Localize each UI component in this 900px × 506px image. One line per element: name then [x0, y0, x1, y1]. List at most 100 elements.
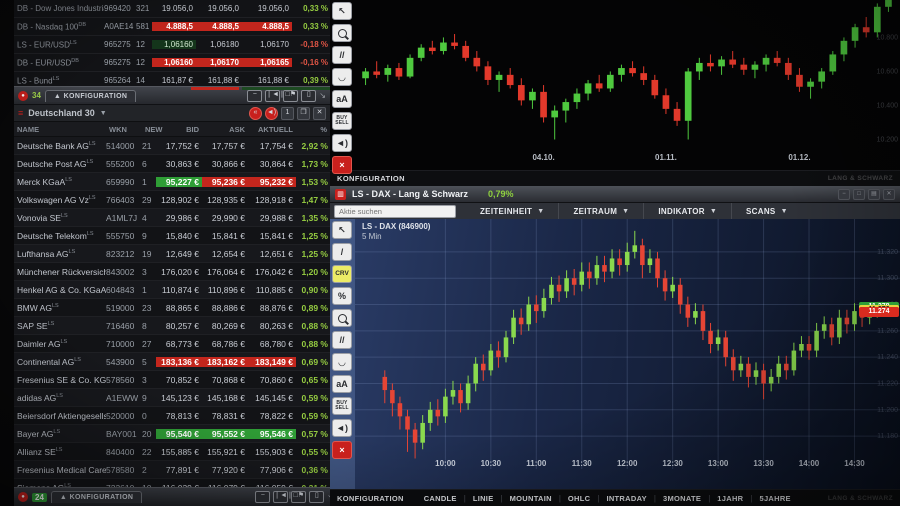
- watchlist-row[interactable]: Fresenius SE & Co. KGaA578560 3 70,852 € 70…: [14, 371, 330, 389]
- wkn-cell: 965264: [104, 76, 131, 85]
- watchlist-row[interactable]: Deutsche TelekomLS 555750 9 15,840 € 15,841 …: [14, 227, 330, 245]
- menu-scans[interactable]: SCANS ▼: [731, 203, 802, 220]
- zoom-tool[interactable]: [332, 24, 352, 42]
- menu-zeiteinheit[interactable]: ZEITEINHEIT ▼: [466, 203, 558, 220]
- curve-tool[interactable]: ◡: [332, 353, 352, 371]
- wkn-cell: 520000: [106, 410, 135, 421]
- column-header-wkn[interactable]: WKN: [109, 124, 127, 134]
- tab-konfiguration[interactable]: ▲ KONFIGURATION: [44, 89, 137, 102]
- watchlist-row[interactable]: Deutsche Bank AGLS 514000 21 17,752 € 17,757…: [14, 137, 330, 155]
- watchlist-row[interactable]: Fresenius Medical Care A 578580 2 77,891 € 7…: [14, 461, 330, 479]
- konfiguration-button[interactable]: KONFIGURATION: [337, 493, 404, 503]
- maximize-button[interactable]: □: [853, 188, 865, 200]
- close-tool[interactable]: ×: [332, 441, 352, 459]
- tab-konfiguration-bottom[interactable]: ▲ KONFIGURATION: [50, 491, 143, 503]
- bid-cell: 110,874 €: [161, 284, 199, 295]
- close-button[interactable]: ✕: [883, 188, 895, 200]
- konfiguration-label[interactable]: KONFIGURATION: [337, 174, 405, 183]
- text-tool[interactable]: aA: [332, 375, 352, 393]
- watchlist-row[interactable]: adidas AGLS A1EWW 9 145,123 € 145,168 € 145,1…: [14, 389, 330, 407]
- parallel-lines-tool[interactable]: //: [332, 331, 352, 349]
- column-header-ask[interactable]: ASK: [229, 124, 245, 134]
- rewind-icon[interactable]: «: [249, 106, 262, 120]
- menu-zeitraum[interactable]: ZEITRAUM ▼: [558, 203, 643, 220]
- footer-item-intraday[interactable]: INTRADAY: [606, 493, 647, 503]
- watchlist-row[interactable]: Merck KGaALS 659990 1 95,227 €95,236 €95,23…: [14, 173, 330, 191]
- count-cell: 321: [136, 4, 150, 13]
- watchlist-row[interactable]: BMW AGLS 519000 23 88,865 € 88,886 € 88,876 €…: [14, 299, 330, 317]
- ticker-row[interactable]: DB - Nasdaq 100DB A0AE14 581 4.888,5 4.888,5…: [14, 18, 330, 36]
- menu-icon[interactable]: ≡: [18, 108, 24, 118]
- watchlist-row[interactable]: Continental AGLS 543900 5 183,136 €183,162 …: [14, 353, 330, 371]
- flag-window-button[interactable]: □⚑: [283, 89, 299, 102]
- watchlist-row[interactable]: Münchener Rückversiche 843002 3 176,020 € 17…: [14, 263, 330, 281]
- ticker-row[interactable]: DB - EUR/USDDB 965275 12 1,06160 1,06170 1,06…: [14, 54, 330, 72]
- resize-icon[interactable]: ↘: [319, 91, 326, 100]
- footer-item-linie[interactable]: LINIE: [472, 493, 494, 503]
- daily-chart-toolbar: ↖ // ◡ aA BUY SELL ◄) ×: [332, 2, 352, 174]
- crv-tool[interactable]: CRV: [332, 265, 352, 283]
- sound-tool[interactable]: ◄): [332, 134, 352, 152]
- window-button[interactable]: ❐: [297, 106, 310, 120]
- minimize-button[interactable]: −: [247, 89, 263, 102]
- cursor-tool[interactable]: ↖: [332, 2, 352, 20]
- count-cell: 23: [142, 302, 152, 313]
- column-header-pct[interactable]: %: [320, 124, 327, 134]
- watchlist-row[interactable]: Deutsche Post AGLS 555200 6 30,863 € 30,866 …: [14, 155, 330, 173]
- watchlist-row[interactable]: Allianz SELS 840400 22 155,885 € 155,921 € 15…: [14, 443, 330, 461]
- menu-indikator[interactable]: INDIKATOR ▼: [643, 203, 731, 220]
- close-tool[interactable]: ×: [332, 156, 352, 174]
- buy-sell-tool[interactable]: BUY SELL: [332, 397, 352, 415]
- text-tool[interactable]: aA: [332, 90, 352, 108]
- buy-sell-tool[interactable]: BUY SELL: [332, 112, 352, 130]
- footer-item-5jahre[interactable]: 5JAHRE: [759, 493, 791, 503]
- column-header-name[interactable]: NAME: [17, 124, 40, 134]
- cursor-plus-tool[interactable]: ↖: [332, 221, 352, 239]
- watchlist-row[interactable]: SAP SELS 716460 8 80,257 € 80,269 € 80,263 € 0…: [14, 317, 330, 335]
- watchlist-row[interactable]: Beiersdorf Aktiengesellsc 520000 0 78,813 €…: [14, 407, 330, 425]
- exchange-superscript: LS: [69, 39, 77, 46]
- restore-button[interactable]: ▯: [309, 491, 325, 503]
- footer-item-candle[interactable]: CANDLE: [423, 493, 457, 503]
- percent-tool[interactable]: %: [332, 287, 352, 305]
- curve-tool[interactable]: ◡: [332, 68, 352, 86]
- watchlist-row[interactable]: Vonovia SELS A1ML7J 4 29,986 € 29,990 € 29,98…: [14, 209, 330, 227]
- settings-button[interactable]: ▤: [868, 188, 880, 200]
- column-header-bid[interactable]: BID: [186, 124, 199, 134]
- zoom-tool[interactable]: [332, 309, 352, 327]
- index-selector[interactable]: Deutschland 30: [28, 108, 95, 118]
- footer-item-mountain[interactable]: MOUNTAIN: [509, 493, 552, 503]
- page-1-button[interactable]: 1: [281, 106, 294, 120]
- intraday-chart-region[interactable]: LS - DAX (846900) 5 Min ↖ / CRV% // ◡ aA BUY SE…: [330, 219, 900, 490]
- sound-tool[interactable]: ◄): [332, 419, 352, 437]
- daily-chart-plot[interactable]: 10.800 10.600 10.400 10.200 04.10. 01.11. 01.1…: [356, 0, 900, 170]
- count-cell: 9: [142, 230, 147, 241]
- sound-icon[interactable]: ◄): [265, 106, 278, 120]
- flag-window-button[interactable]: □⚑: [291, 491, 307, 503]
- column-header-new[interactable]: NEW: [145, 124, 163, 134]
- intraday-chart-plot[interactable]: 11.32011.30011.28011.26011.24011.22011.2…: [355, 219, 900, 490]
- footer-item-3monate[interactable]: 3MONATE: [663, 493, 702, 503]
- watchlist-row[interactable]: Bayer AGLS BAY001 20 95,540 €95,552 €95,546…: [14, 425, 330, 443]
- close-button[interactable]: ✕: [313, 106, 326, 120]
- watchlist-row[interactable]: Volkswagen AG VzLS 766403 29 128,902 € 128,9…: [14, 191, 330, 209]
- separator: |: [750, 493, 753, 503]
- minimize-button[interactable]: −: [255, 491, 271, 503]
- ticker-row[interactable]: LS - EUR/USDLS 965275 12 1,06160 1,06180 1,06…: [14, 36, 330, 54]
- exchange-superscript: LS: [53, 428, 61, 435]
- watchlist-row[interactable]: Lufthansa AGLS 823212 19 12,649 € 12,654 € 12…: [14, 245, 330, 263]
- stock-search-input[interactable]: [334, 205, 456, 218]
- line-tool[interactable]: /: [332, 243, 352, 261]
- ticker-row[interactable]: DB - Dow Jones Industria 969420 321 19.056,…: [14, 0, 330, 18]
- split-button[interactable]: ❘◄❘: [265, 89, 285, 102]
- minimize-button[interactable]: −: [838, 188, 850, 200]
- restore-button[interactable]: ▯: [301, 89, 317, 102]
- footer-item-1jahr[interactable]: 1JAHR: [717, 493, 744, 503]
- ticker-partial-row-green: [242, 87, 330, 90]
- column-header-aktuell[interactable]: AKTUELL: [258, 124, 293, 134]
- watchlist-row[interactable]: Henkel AG & Co. KGaA V. 604843 1 110,874 € 1…: [14, 281, 330, 299]
- footer-item-ohlc[interactable]: OHLC: [567, 493, 591, 503]
- split-button[interactable]: ❘◄❘: [273, 491, 293, 503]
- watchlist-row[interactable]: Daimler AGLS 710000 27 68,773 € 68,786 € 68,7…: [14, 335, 330, 353]
- parallel-lines-tool[interactable]: //: [332, 46, 352, 64]
